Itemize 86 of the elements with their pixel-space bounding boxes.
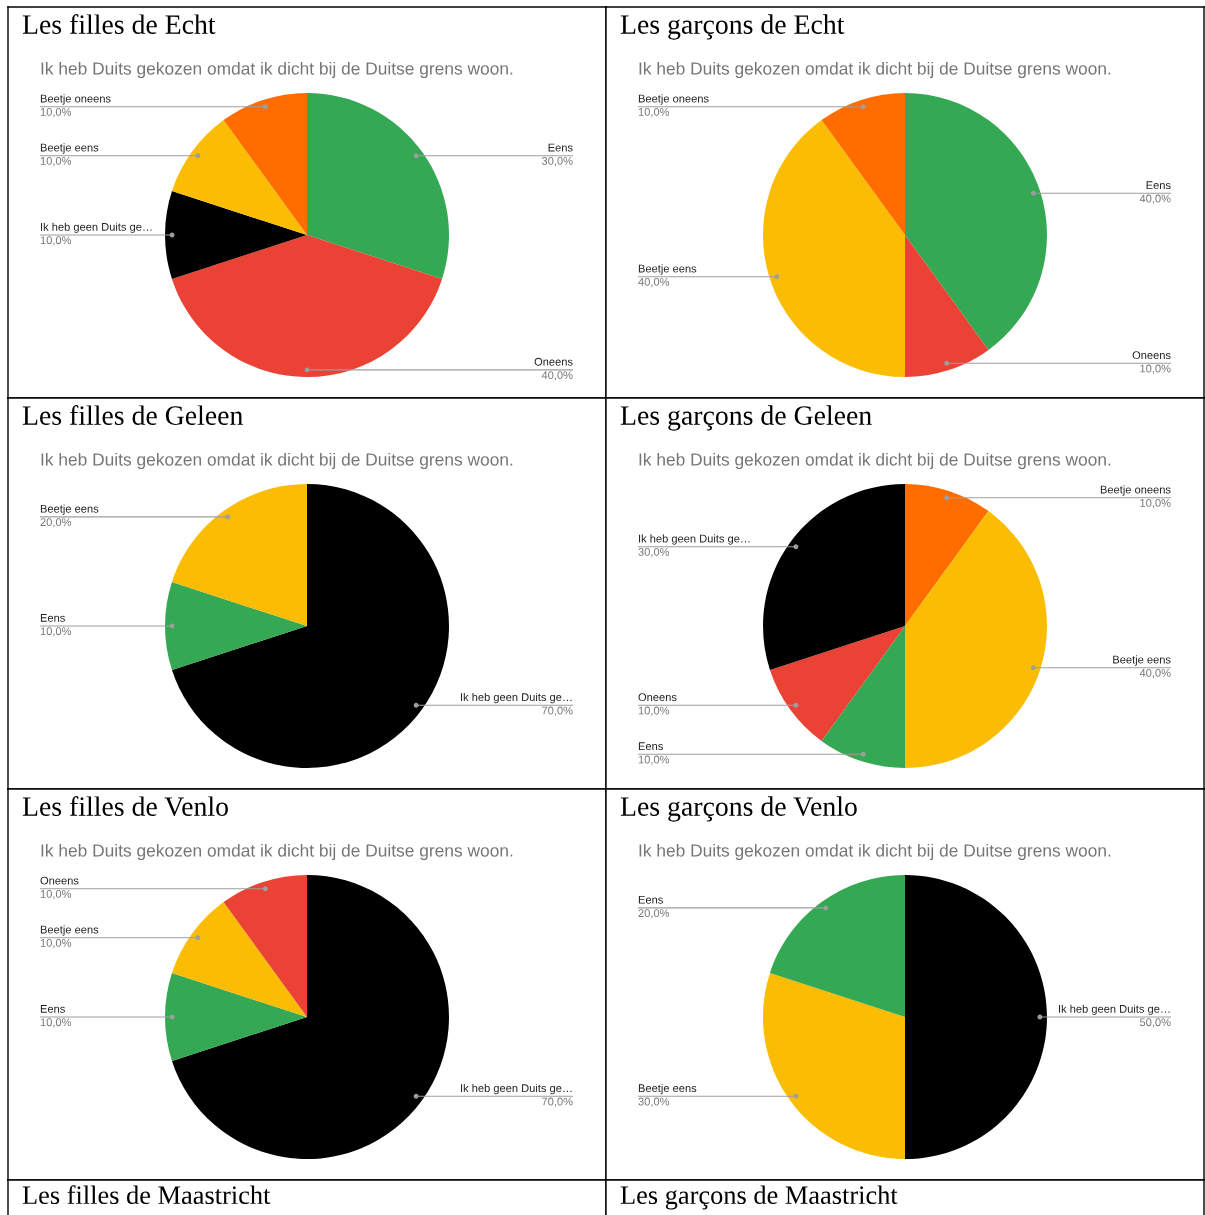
pie-slice	[905, 511, 1047, 768]
data-label: 30,0%	[638, 1097, 670, 1107]
slice-label: Beetje eens	[1113, 655, 1171, 666]
data-label: 10,0%	[1140, 499, 1171, 509]
data-label: 40,0%	[1139, 194, 1171, 204]
chart-subtitle: Ik heb Duits gekozen omdat ik dicht bij de Duitse grens woon.	[41, 61, 513, 79]
chart-subtitle: Ik heb Duits gekozen omdat ik dicht bij de Duitse grens woon.	[639, 843, 1111, 861]
pie-slice	[905, 484, 989, 626]
data-label: 30,0%	[541, 157, 573, 167]
pie-slice	[769, 626, 905, 741]
pie-slice	[821, 93, 905, 235]
pie-slice	[223, 93, 307, 235]
slice-label: Ik heb geen Duits ge…	[41, 222, 152, 233]
data-label: 10,0%	[40, 1018, 72, 1028]
chart-title: Les filles de Geleen	[22, 405, 243, 425]
pie-slice	[171, 484, 449, 768]
chart-subtitle: Ik heb Duits gekozen omdat ik dicht bij de Duitse grens woon.	[639, 452, 1111, 470]
slice-label: Ik heb geen Duits ge…	[639, 534, 750, 545]
slice-label: Oneens	[40, 876, 79, 885]
slice-label: Eens	[40, 1005, 65, 1013]
pie-slice	[223, 875, 307, 1017]
pie-slice	[165, 191, 307, 279]
slice-label: Beetje oneens	[40, 94, 111, 105]
slice-label: Eens	[1146, 181, 1171, 190]
data-label: 10,0%	[638, 755, 670, 765]
data-label: 10,0%	[40, 627, 72, 637]
pie-slice	[905, 875, 1047, 1159]
data-label: 10,0%	[40, 108, 72, 118]
pie-slice	[905, 235, 989, 377]
slice-label: Eens	[638, 742, 663, 751]
chart-subtitle: Ik heb Duits gekozen omdat ik dicht bij de Duitse grens woon.	[41, 452, 513, 470]
data-label: 10,0%	[1140, 364, 1171, 374]
pie-slice	[769, 875, 905, 1017]
text: Les filles de Maastricht	[22, 1185, 271, 1205]
chart-title: Les garçons de Geleen	[620, 405, 872, 431]
pie-slice	[307, 93, 449, 279]
pie-slice	[821, 626, 905, 768]
chart-subtitle: Ik heb Duits gekozen omdat ik dicht bij de Duitse grens woon.	[41, 843, 513, 861]
pie-slice	[171, 902, 307, 1017]
slice-label: Oneens	[534, 357, 573, 366]
pie-slice	[905, 93, 1047, 350]
slice-label: Eens	[548, 143, 573, 152]
data-label: 40,0%	[1139, 668, 1171, 679]
chart-subtitle: Ik heb Duits gekozen omdat ik dicht bij de Duitse grens woon.	[639, 61, 1111, 79]
chart-title: Les garçons de Echt	[620, 14, 845, 40]
slice-label: Oneens	[1132, 351, 1171, 360]
pie-slice	[171, 120, 307, 235]
data-label: 10,0%	[638, 706, 670, 716]
slice-label: Eens	[40, 614, 65, 622]
data-label: 50,0%	[1139, 1018, 1171, 1028]
data-label: 20,0%	[638, 909, 670, 919]
pie-slice	[171, 235, 443, 377]
slice-label: Beetje eens	[40, 504, 99, 515]
slice-label: Ik heb geen Duits ge…	[461, 692, 572, 704]
slice-label: Beetje oneens	[1100, 485, 1171, 496]
chart-title: Les filles de Echt	[22, 14, 216, 34]
chart-title: Les garçons de Venlo	[620, 796, 857, 822]
data-label: 10,0%	[638, 108, 670, 118]
slice-label: Beetje eens	[40, 925, 99, 936]
pie-slice	[171, 875, 449, 1159]
slice-label: Ik heb geen Duits ge…	[1059, 1004, 1170, 1015]
data-label: 10,0%	[40, 890, 72, 900]
slice-label: Beetje eens	[40, 143, 99, 154]
data-label: 40,0%	[638, 277, 670, 288]
slice-label: Ik heb geen Duits ge…	[461, 1083, 572, 1095]
data-label: 70,0%	[542, 706, 573, 716]
slice-label: Oneens	[638, 693, 677, 702]
data-label: 10,0%	[40, 939, 72, 949]
slice-label: Beetje oneens	[638, 94, 709, 105]
pie-slice	[763, 973, 905, 1159]
data-label: 20,0%	[40, 518, 72, 528]
chart-title: Les filles de Venlo	[22, 796, 228, 817]
slice-label: Eens	[638, 895, 663, 904]
slice-label: Beetje eens	[638, 264, 697, 275]
pie-slice	[763, 120, 905, 377]
data-label: 10,0%	[40, 157, 72, 167]
pie-slice	[171, 484, 307, 626]
slice-label: Beetje eens	[638, 1083, 697, 1095]
data-label: 10,0%	[40, 236, 72, 246]
pie-slice	[165, 973, 307, 1061]
pie-slice	[165, 582, 307, 670]
data-label: 70,0%	[542, 1097, 573, 1107]
text: Les garçons de Maastricht	[620, 1185, 898, 1210]
pie-slice	[763, 484, 905, 670]
data-label: 30,0%	[638, 548, 670, 558]
data-label: 40,0%	[541, 371, 573, 381]
